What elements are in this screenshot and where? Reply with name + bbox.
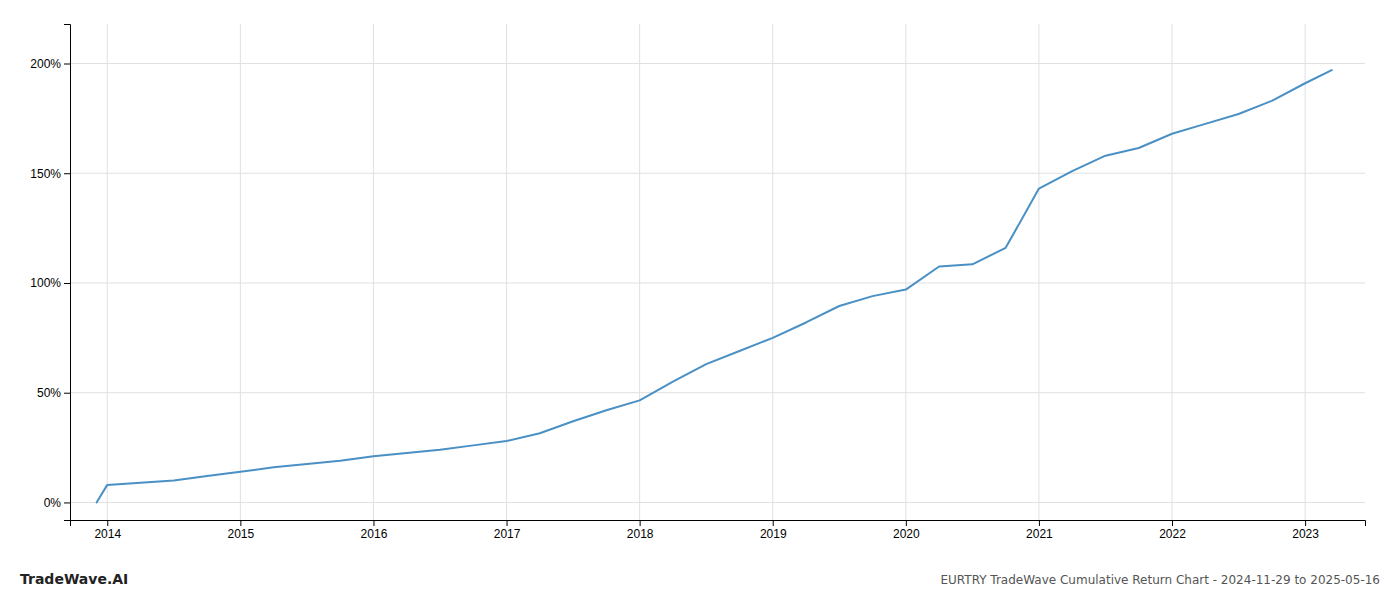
series xyxy=(97,70,1332,502)
tick-label: 2023 xyxy=(1292,527,1319,541)
grid-line xyxy=(1172,24,1173,520)
tick-label: 2014 xyxy=(94,527,121,541)
tick-mark xyxy=(906,520,907,526)
grid-line xyxy=(70,282,1365,283)
tick-mark xyxy=(1172,520,1173,526)
tick: 2017 xyxy=(494,520,521,541)
tick: 2016 xyxy=(361,520,388,541)
grid-line xyxy=(240,24,241,520)
grid-line xyxy=(639,24,640,520)
tick-mark xyxy=(773,520,774,526)
grid-line xyxy=(772,24,773,520)
tick: 2021 xyxy=(1026,520,1053,541)
tick-mark xyxy=(373,520,374,526)
tick-label: 150% xyxy=(30,167,61,181)
tick-mark xyxy=(1039,520,1040,526)
tick-label: 2018 xyxy=(627,527,654,541)
tick-label: 2021 xyxy=(1026,527,1053,541)
grid-line xyxy=(70,63,1365,64)
tick: 2019 xyxy=(760,520,787,541)
grid-line xyxy=(70,502,1365,503)
tick-mark xyxy=(640,520,641,526)
tick: 50% xyxy=(37,386,70,400)
tick-mark xyxy=(64,502,70,503)
tick-mark xyxy=(64,283,70,284)
grid-line xyxy=(1305,24,1306,520)
tick: 2014 xyxy=(94,520,121,541)
tick-label: 2016 xyxy=(361,527,388,541)
tick-label: 2017 xyxy=(494,527,521,541)
tick: 100% xyxy=(30,276,70,290)
tick-label: 2020 xyxy=(893,527,920,541)
tick: 2018 xyxy=(627,520,654,541)
tick: 2022 xyxy=(1159,520,1186,541)
grid-line xyxy=(905,24,906,520)
annotation: TradeWave.AI xyxy=(20,571,128,587)
y-axis: 0% 50% 100% 150% 200% xyxy=(30,25,70,521)
tick: 150% xyxy=(30,167,70,181)
x-axis: 2014 2015 2016 2017 2018 2019 2020 2021 2022 2023 xyxy=(71,520,1366,541)
grid-line xyxy=(1038,24,1039,520)
tick-mark xyxy=(64,393,70,394)
tick-label: 0% xyxy=(44,496,62,510)
marks xyxy=(97,70,1332,502)
grid-line xyxy=(70,173,1365,174)
tick-mark xyxy=(507,520,508,526)
tick-label: 100% xyxy=(30,276,61,290)
plot: 0%50%100%150%200%20142015201620172018201… xyxy=(30,24,1365,541)
chart: 0%50%100%150%200%20142015201620172018201… xyxy=(0,0,1400,600)
tick: 2020 xyxy=(893,520,920,541)
tick-mark xyxy=(107,520,108,526)
line xyxy=(97,70,1332,502)
title: EURTRY TradeWave Cumulative Return Chart… xyxy=(940,573,1380,587)
tick-label: 2022 xyxy=(1159,527,1186,541)
tick-mark xyxy=(64,64,70,65)
axis-line xyxy=(64,25,71,521)
grid-line xyxy=(506,24,507,520)
axis-line xyxy=(71,521,1366,527)
tick-mark xyxy=(240,520,241,526)
grid-line xyxy=(373,24,374,520)
grid-line xyxy=(70,392,1365,393)
tick-label: 2015 xyxy=(228,527,255,541)
tick: 200% xyxy=(30,57,70,71)
tick-label: 200% xyxy=(30,57,61,71)
tick-label: 2019 xyxy=(760,527,787,541)
tick-mark xyxy=(1305,520,1306,526)
tick-mark xyxy=(64,173,70,174)
tick-label: 50% xyxy=(37,386,61,400)
grid-line xyxy=(107,24,108,520)
tick: 2023 xyxy=(1292,520,1319,541)
grid xyxy=(70,24,1365,520)
tick: 2015 xyxy=(228,520,255,541)
tick: 0% xyxy=(44,496,70,510)
